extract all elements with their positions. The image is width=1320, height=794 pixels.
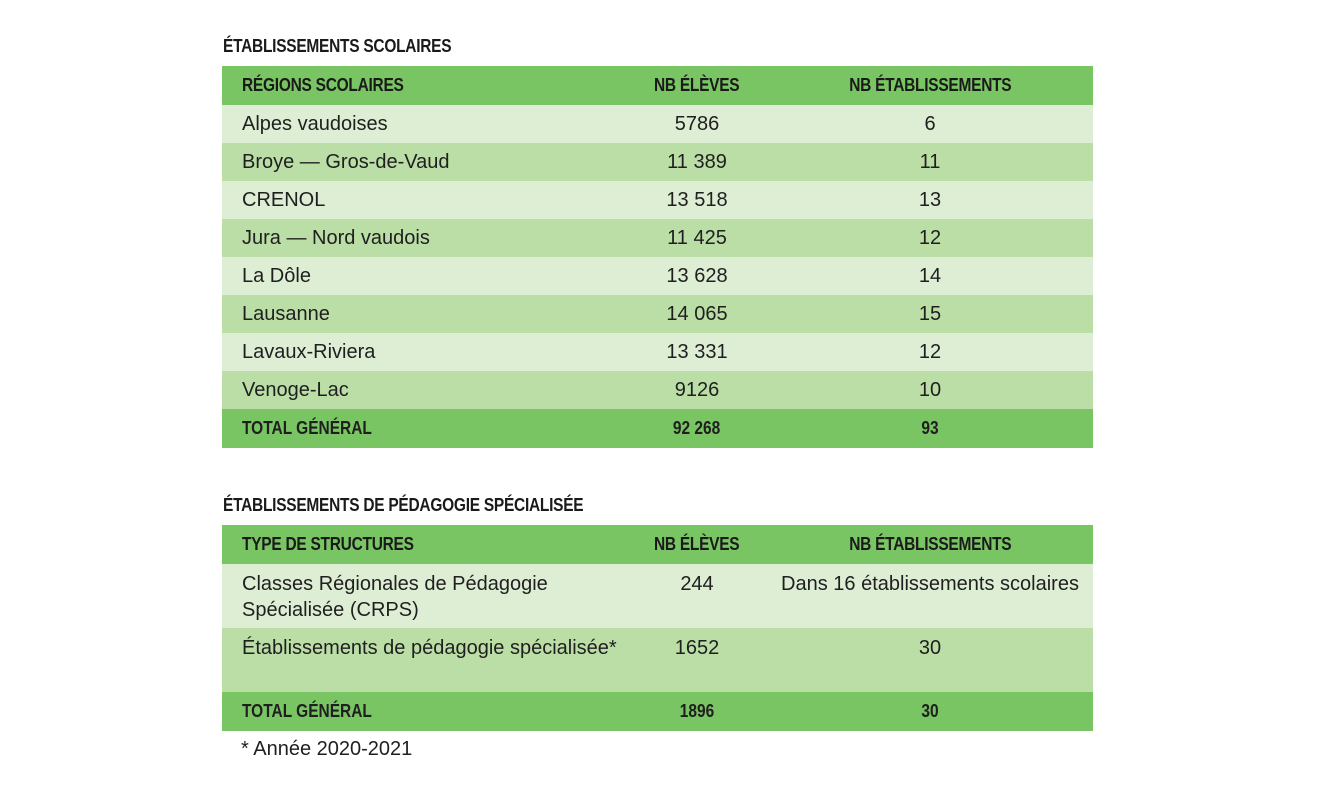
nb-etablissements-value: 12 xyxy=(767,333,1093,371)
nb-etablissements-value: 14 xyxy=(767,257,1093,295)
nb-etablissements-value: 13 xyxy=(767,181,1093,219)
table-row: CRENOL 13 518 13 xyxy=(222,181,1093,219)
nb-eleves-value: 244 xyxy=(627,564,767,628)
column-header-nb-eleves: NB ÉLÈVES xyxy=(627,66,767,105)
nb-etablissements-value: 6 xyxy=(767,105,1093,143)
nb-eleves-value: 5786 xyxy=(627,105,767,143)
region-name: Jura — Nord vaudois xyxy=(222,219,627,257)
region-name: La Dôle xyxy=(222,257,627,295)
region-name: Alpes vaudoises xyxy=(222,105,627,143)
column-header-regions: RÉGIONS SCOLAIRES xyxy=(222,66,627,105)
nb-etablissements-value: 12 xyxy=(767,219,1093,257)
total-row: TOTAL GÉNÉRAL 92 268 93 xyxy=(222,409,1093,448)
table-row: Venoge-Lac 9126 10 xyxy=(222,371,1093,409)
table-header-row: TYPE DE STRUCTURES NB ÉLÈVES NB ÉTABLISS… xyxy=(222,525,1093,564)
region-name: Lausanne xyxy=(222,295,627,333)
nb-eleves-value: 11 425 xyxy=(627,219,767,257)
column-header-type-de-structures: TYPE DE STRUCTURES xyxy=(222,525,627,564)
total-nb-etablissements: 30 xyxy=(767,692,1093,731)
table-row: Lavaux-Riviera 13 331 12 xyxy=(222,333,1093,371)
total-nb-eleves: 1896 xyxy=(627,692,767,731)
column-header-nb-etablissements: NB ÉTABLISSEMENTS xyxy=(767,525,1093,564)
structure-name: Établissements de pédagogie spécialisée* xyxy=(222,628,627,692)
total-nb-eleves: 92 268 xyxy=(627,409,767,448)
table-pedagogie-specialisee: TYPE DE STRUCTURES NB ÉLÈVES NB ÉTABLISS… xyxy=(222,525,1093,731)
column-header-nb-etablissements: NB ÉTABLISSEMENTS xyxy=(767,66,1093,105)
footnote: * Année 2020-2021 xyxy=(241,738,413,760)
region-name: CRENOL xyxy=(222,181,627,219)
nb-etablissements-value: 15 xyxy=(767,295,1093,333)
table-row: Jura — Nord vaudois 11 425 12 xyxy=(222,219,1093,257)
nb-eleves-value: 9126 xyxy=(627,371,767,409)
table-row: Classes Régionales de Pédagogie Spéciali… xyxy=(222,564,1093,628)
total-row: TOTAL GÉNÉRAL 1896 30 xyxy=(222,692,1093,731)
total-label: TOTAL GÉNÉRAL xyxy=(222,692,627,731)
total-label: TOTAL GÉNÉRAL xyxy=(222,409,627,448)
nb-eleves-value: 14 065 xyxy=(627,295,767,333)
table-header-row: RÉGIONS SCOLAIRES NB ÉLÈVES NB ÉTABLISSE… xyxy=(222,66,1093,105)
nb-etablissements-value: 11 xyxy=(767,143,1093,181)
nb-eleves-value: 13 331 xyxy=(627,333,767,371)
table-etablissements-scolaires: RÉGIONS SCOLAIRES NB ÉLÈVES NB ÉTABLISSE… xyxy=(222,66,1093,448)
nb-etablissements-value: Dans 16 établissements scolaires xyxy=(767,564,1093,628)
nb-etablissements-value: 30 xyxy=(767,628,1093,692)
table-row: Alpes vaudoises 5786 6 xyxy=(222,105,1093,143)
nb-eleves-value: 11 389 xyxy=(627,143,767,181)
region-name: Venoge-Lac xyxy=(222,371,627,409)
section-title-etablissements-scolaires: ÉTABLISSEMENTS SCOLAIRES xyxy=(223,36,452,56)
structure-name: Classes Régionales de Pédagogie Spéciali… xyxy=(222,564,627,628)
table-row: Établissements de pédagogie spécialisée*… xyxy=(222,628,1093,692)
nb-eleves-value: 1652 xyxy=(627,628,767,692)
table-row: La Dôle 13 628 14 xyxy=(222,257,1093,295)
region-name: Lavaux-Riviera xyxy=(222,333,627,371)
table-row: Lausanne 14 065 15 xyxy=(222,295,1093,333)
total-nb-etablissements: 93 xyxy=(767,409,1093,448)
nb-eleves-value: 13 628 xyxy=(627,257,767,295)
table-row: Broye — Gros-de-Vaud 11 389 11 xyxy=(222,143,1093,181)
column-header-nb-eleves: NB ÉLÈVES xyxy=(627,525,767,564)
nb-etablissements-value: 10 xyxy=(767,371,1093,409)
section-title-pedagogie-specialisee: ÉTABLISSEMENTS DE PÉDAGOGIE SPÉCIALISÉE xyxy=(223,495,584,515)
region-name: Broye — Gros-de-Vaud xyxy=(222,143,627,181)
nb-eleves-value: 13 518 xyxy=(627,181,767,219)
